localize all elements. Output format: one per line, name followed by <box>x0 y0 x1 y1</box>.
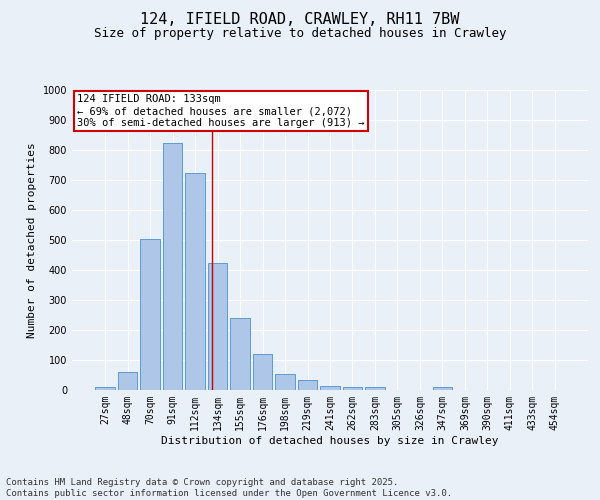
Bar <box>298 380 317 390</box>
Text: 124 IFIELD ROAD: 133sqm
← 69% of detached houses are smaller (2,072)
30% of semi: 124 IFIELD ROAD: 133sqm ← 69% of detache… <box>77 94 365 128</box>
Bar <box>95 387 115 390</box>
Bar <box>230 318 250 390</box>
Text: Size of property relative to detached houses in Crawley: Size of property relative to detached ho… <box>94 28 506 40</box>
X-axis label: Distribution of detached houses by size in Crawley: Distribution of detached houses by size … <box>161 436 499 446</box>
Bar <box>320 386 340 390</box>
Bar <box>163 142 182 390</box>
Bar <box>253 354 272 390</box>
Text: 124, IFIELD ROAD, CRAWLEY, RH11 7BW: 124, IFIELD ROAD, CRAWLEY, RH11 7BW <box>140 12 460 28</box>
Text: Contains HM Land Registry data © Crown copyright and database right 2025.
Contai: Contains HM Land Registry data © Crown c… <box>6 478 452 498</box>
Bar <box>185 172 205 390</box>
Y-axis label: Number of detached properties: Number of detached properties <box>27 142 37 338</box>
Bar <box>140 238 160 390</box>
Bar <box>118 372 137 390</box>
Bar <box>433 387 452 390</box>
Bar <box>208 262 227 390</box>
Bar <box>343 387 362 390</box>
Bar <box>365 387 385 390</box>
Bar <box>275 374 295 390</box>
